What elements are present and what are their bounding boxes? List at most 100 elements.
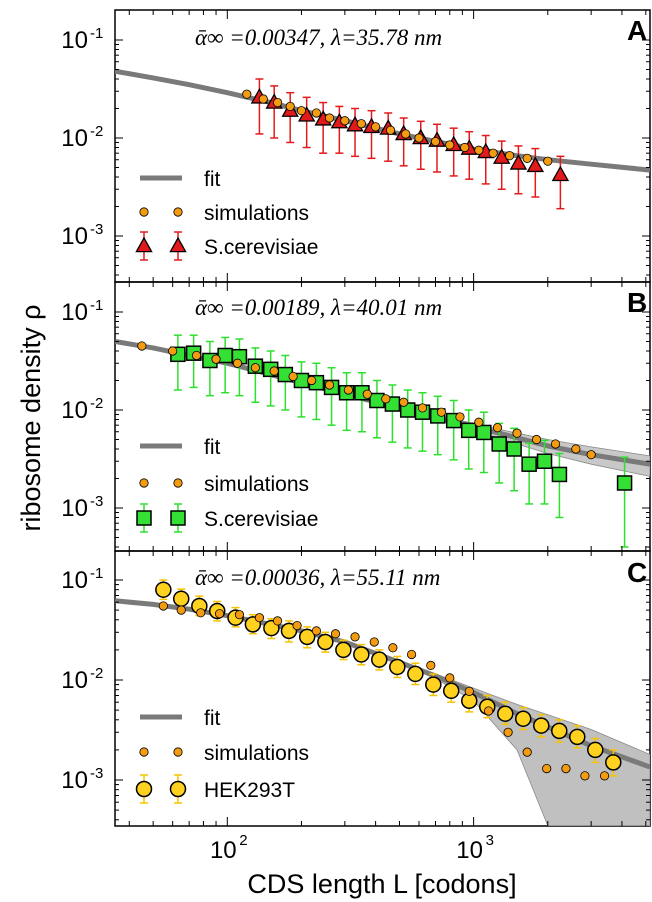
panel-b-plot-area: [115, 334, 650, 548]
experiment-marker: [506, 441, 522, 457]
simulation-point: [417, 403, 428, 413]
y-tick-label: 10: [61, 299, 88, 326]
y-tick-exponent: -1: [90, 297, 103, 314]
panel-b-y-ticks: 10-110-210-3: [61, 297, 650, 548]
fit-confidence-band: [115, 341, 650, 477]
simulation-point: [232, 358, 243, 368]
simulation-point: [311, 626, 322, 636]
panel-c-annotation: ᾱ∞ =0.00036, λ=55.11 nm: [195, 565, 440, 590]
legend-simulation-swatch: [139, 747, 149, 757]
simulation-point: [503, 727, 513, 737]
x-axis-ticks: 10 2 10 3: [128, 10, 647, 864]
legend-fit-label: fit: [204, 436, 221, 459]
x-tick-label: 10: [456, 837, 483, 864]
panel-b-letter: B: [627, 287, 647, 318]
simulation-point: [196, 608, 206, 618]
simulation-point: [330, 629, 341, 639]
panel-a-letter: A: [627, 15, 647, 46]
simulation-point: [191, 350, 202, 361]
experiment-marker: [526, 156, 545, 173]
simulation-point: [571, 444, 581, 454]
simulation-point: [488, 148, 498, 158]
experiment-marker: [551, 466, 568, 483]
simulation-point: [483, 706, 494, 716]
simulation-point: [324, 380, 335, 390]
legend-experiment-swatch: [169, 236, 187, 253]
y-axis-label: ribosome density ρ: [16, 305, 46, 532]
simulation-point: [250, 363, 260, 373]
simulation-point: [580, 771, 590, 781]
experiment-marker: [425, 676, 442, 693]
simulation-point: [474, 145, 484, 155]
y-tick-label: 10: [61, 667, 88, 694]
simulation-point: [522, 153, 532, 163]
panel-c-letter: C: [627, 557, 647, 588]
experiment-marker: [476, 424, 492, 441]
y-tick-exponent: -1: [90, 25, 103, 42]
legend-simulations-label: simulations: [204, 473, 309, 496]
simulation-point: [522, 747, 532, 757]
y-tick-exponent: -1: [90, 565, 103, 582]
legend-experiment-swatch: [136, 510, 152, 526]
simulation-point: [324, 113, 335, 123]
legend-simulation-swatch: [173, 747, 183, 757]
experiment-marker: [155, 581, 172, 598]
simulation-point: [272, 97, 283, 108]
simulation-point: [311, 108, 322, 118]
simulation-point: [401, 129, 411, 139]
y-tick-label: 10: [61, 223, 88, 250]
simulation-point: [436, 407, 447, 417]
experiment-marker: [536, 453, 553, 469]
legend-simulations-label: simulations: [204, 202, 309, 225]
simulation-point: [512, 428, 522, 438]
panel-c: 10-110-210-3 ᾱ∞ =0.00036, λ=55.11 nm C f…: [61, 550, 651, 827]
experiment-marker: [371, 651, 388, 668]
experiment-marker: [514, 710, 532, 727]
simulation-point: [460, 142, 470, 153]
y-tick-label: 10: [61, 397, 88, 424]
y-tick-label: 10: [61, 495, 88, 522]
simulation-point: [258, 94, 268, 104]
panel-a-legend: fit simulations S.cerevisiae: [135, 168, 318, 261]
simulation-point: [550, 439, 561, 449]
simulation-point: [445, 673, 455, 683]
panel-c-frame: [114, 550, 651, 827]
simulation-point: [385, 125, 396, 135]
y-tick-exponent: -3: [90, 221, 103, 238]
simulation-point: [542, 764, 552, 774]
simulation-point: [464, 686, 474, 696]
simulation-point: [285, 101, 295, 112]
simulation-point: [176, 605, 186, 615]
simulation-point: [371, 122, 381, 132]
x-tick-label: 10: [210, 837, 237, 864]
simulation-point: [399, 397, 409, 407]
experiment-marker: [317, 633, 334, 651]
simulation-point: [343, 385, 353, 395]
experiment-marker: [533, 717, 550, 734]
y-tick-exponent: -2: [90, 123, 103, 140]
simulation-point: [426, 660, 436, 670]
experiment-marker: [298, 628, 316, 646]
legend-fit-label: fit: [204, 168, 221, 191]
experiment-marker: [569, 728, 586, 746]
panel-a: 10-110-210-3 ᾱ∞ =0.00347, λ=35.78 nm A f…: [61, 9, 651, 283]
legend-simulation-swatch: [139, 207, 149, 217]
panel-b-legend: fit simulations S.cerevisiae: [136, 436, 318, 533]
experiment-marker: [587, 741, 604, 759]
panel-a-y-ticks: 10-110-210-3: [61, 25, 650, 276]
experiment-marker: [335, 641, 352, 659]
legend-simulation-swatch: [139, 478, 149, 488]
legend-experiment-swatch: [170, 510, 186, 526]
simulation-point: [599, 771, 610, 781]
experiment-marker: [491, 436, 507, 452]
simulation-point: [307, 375, 317, 386]
experiment-marker: [389, 658, 406, 676]
simulation-point: [242, 89, 252, 99]
panel-c-y-ticks: 10-110-210-3: [61, 565, 650, 821]
y-tick-label: 10: [61, 27, 88, 54]
y-tick-label: 10: [61, 567, 88, 594]
simulation-point: [407, 649, 417, 660]
simulation-point: [381, 394, 391, 404]
y-tick-exponent: -3: [90, 493, 103, 510]
